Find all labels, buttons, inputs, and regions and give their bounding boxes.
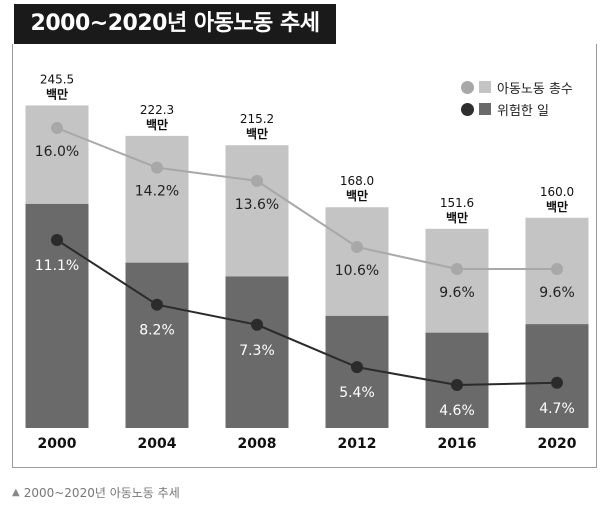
point-total-2008 [251, 174, 263, 187]
bar-line-chart: 245.5백만2000222.3백만2004215.2백만2008168.0백만… [25, 72, 589, 452]
bar-hazard-2008 [225, 276, 289, 428]
percent-label-total-2016: 9.6% [439, 285, 475, 301]
point-hazard-2020 [551, 376, 563, 389]
bar-value-label-2020: 160.0 [540, 185, 574, 199]
bar-value-label-2008: 215.2 [240, 112, 274, 126]
x-tick-label-2016: 2016 [438, 436, 477, 452]
bar-unit-label-2000: 백만 [46, 86, 68, 101]
chart-frame [12, 44, 597, 468]
bar-unit-label-2004: 백만 [146, 117, 168, 132]
line-hazard [56, 239, 558, 387]
legend-dot-total [461, 80, 474, 94]
x-tick-label-2000: 2000 [38, 436, 77, 452]
percent-label-hazard-2004: 8.2% [139, 323, 175, 339]
legend-square-total [479, 81, 491, 93]
percent-label-hazard-2000: 11.1% [35, 258, 79, 274]
percent-label-hazard-2012: 5.4% [339, 385, 375, 401]
percent-label-total-2012: 10.6% [335, 263, 379, 279]
legend: 아동노동 총수 위험한 일 [461, 76, 573, 120]
point-hazard-2004 [151, 298, 163, 311]
bar-value-label-2000: 245.5 [40, 72, 74, 86]
percent-label-total-2004: 14.2% [135, 184, 179, 200]
point-total-2016 [451, 263, 463, 275]
x-tick-label-2008: 2008 [238, 436, 277, 452]
point-total-2020 [551, 263, 563, 275]
legend-label-hazard: 위험한 일 [497, 103, 549, 119]
bar-hazard-2020 [525, 324, 589, 428]
point-hazard-2000 [51, 234, 63, 246]
bar-hazard-2004 [125, 262, 189, 428]
legend-label-total: 아동노동 총수 [497, 81, 573, 97]
x-tick-label-2020: 2020 [538, 436, 577, 452]
bar-unit-label-2016: 백만 [446, 210, 468, 225]
chart-title: 2000~2020년 아동노동 추세 [14, 4, 336, 44]
legend-item-total: 아동노동 총수 [461, 76, 573, 98]
legend-item-hazard: 위험한 일 [461, 98, 573, 120]
point-hazard-2016 [451, 379, 463, 391]
triangle-icon: ▲ [12, 487, 20, 498]
percent-label-hazard-2016: 4.6% [439, 403, 475, 419]
bar-value-label-2012: 168.0 [340, 174, 374, 188]
point-hazard-2012 [351, 361, 363, 374]
percent-label-hazard-2020: 4.7% [539, 401, 575, 417]
line-total [56, 127, 557, 270]
bar-unit-label-2008: 백만 [246, 126, 268, 141]
point-total-2000 [51, 122, 63, 134]
caption-text: 2000~2020년 아동노동 추세 [23, 486, 180, 500]
bar-value-label-2016: 151.6 [440, 196, 474, 210]
percent-label-total-2000: 16.0% [35, 144, 79, 160]
point-hazard-2008 [251, 318, 263, 331]
percent-label-total-2020: 9.6% [539, 285, 575, 301]
bar-unit-label-2020: 백만 [546, 199, 568, 214]
percent-label-hazard-2008: 7.3% [239, 343, 275, 359]
percent-label-total-2008: 13.6% [235, 197, 279, 213]
point-total-2012 [351, 240, 363, 253]
legend-dot-hazard [461, 102, 474, 116]
bar-unit-label-2012: 백만 [346, 188, 368, 203]
bar-value-label-2004: 222.3 [140, 103, 174, 117]
caption: ▲ 2000~2020년 아동노동 추세 [12, 484, 180, 501]
point-total-2004 [151, 161, 163, 174]
x-tick-label-2012: 2012 [338, 436, 377, 452]
legend-square-hazard [479, 103, 491, 115]
x-tick-label-2004: 2004 [138, 436, 177, 452]
